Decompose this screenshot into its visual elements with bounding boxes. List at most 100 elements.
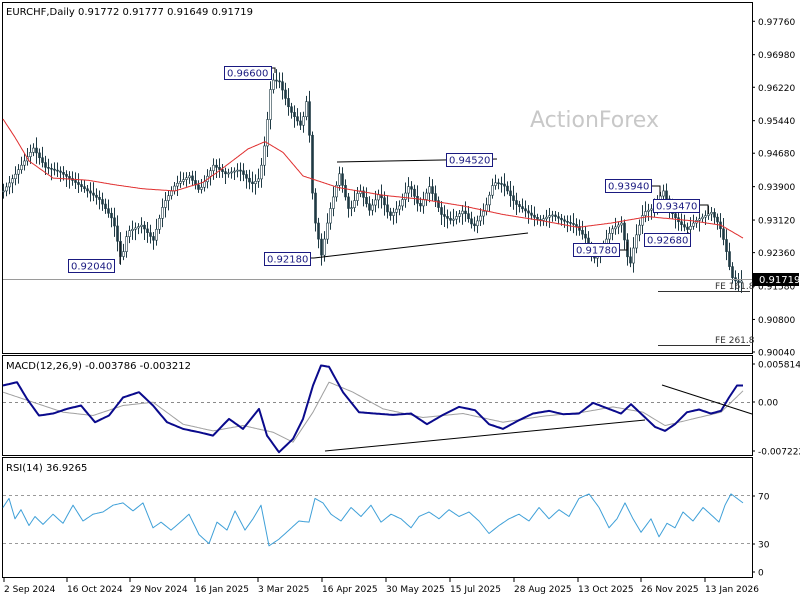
candle-body xyxy=(2,190,5,193)
candle-body xyxy=(422,199,425,207)
candle-body xyxy=(320,238,323,256)
candle-body xyxy=(500,183,503,185)
candle-body xyxy=(98,197,101,200)
candle-body xyxy=(608,233,611,240)
candle-body xyxy=(95,194,98,198)
rsi-axis-label: 30 xyxy=(758,541,770,551)
symbol-header: EURCHF,Daily 0.91772 0.91777 0.91649 0.9… xyxy=(6,7,253,18)
candle-body xyxy=(134,227,137,230)
rsi-panel-frame xyxy=(2,457,753,578)
candle-body xyxy=(407,186,410,194)
candle-body xyxy=(611,228,614,234)
candle-body xyxy=(470,218,473,225)
candle-body xyxy=(230,171,233,174)
candle-body xyxy=(533,214,536,218)
candle-body xyxy=(512,195,515,201)
candle-body xyxy=(731,266,734,278)
candle-body xyxy=(416,195,419,204)
candle-body xyxy=(713,212,716,218)
level-label-box xyxy=(644,233,691,247)
candle-body xyxy=(449,218,452,221)
candle-body xyxy=(350,207,353,209)
macd-axis-label: -0.007222 xyxy=(758,448,800,458)
candle-body xyxy=(440,207,443,215)
macd-signal-line xyxy=(2,381,744,443)
price-axis-label: 0.95440 xyxy=(758,117,795,127)
candle-body xyxy=(308,101,311,136)
candle-body xyxy=(323,238,326,256)
candle-body xyxy=(74,180,77,183)
candle-body xyxy=(104,203,107,209)
candle-body xyxy=(77,182,80,185)
candle-body xyxy=(560,217,563,221)
candle-body xyxy=(536,217,539,220)
candle-body xyxy=(686,226,689,230)
candle-body xyxy=(632,247,635,264)
candle-body xyxy=(92,192,95,196)
x-axis-label: 16 Jan 2025 xyxy=(195,585,249,595)
candle-body xyxy=(341,173,344,186)
candle-body xyxy=(362,190,365,198)
candle-body xyxy=(17,169,20,175)
moving-average-line xyxy=(2,118,744,239)
candle-body xyxy=(722,228,725,240)
candle-body xyxy=(638,224,641,236)
candle-body xyxy=(413,188,416,197)
candle-body xyxy=(305,101,308,117)
candle-body xyxy=(173,185,176,192)
candle-body xyxy=(200,186,203,190)
candle-body xyxy=(557,216,560,219)
candle-body xyxy=(545,216,548,220)
candle-body xyxy=(566,220,569,223)
current-price-box xyxy=(753,273,799,286)
candle-body xyxy=(329,208,332,224)
price-axis-label: 0.93120 xyxy=(758,217,795,227)
candle-body xyxy=(179,181,182,184)
candle-body xyxy=(368,203,371,211)
candle-body xyxy=(47,167,50,169)
candle-body xyxy=(476,220,479,227)
candle-body xyxy=(314,192,317,224)
price-panel-frame xyxy=(2,2,753,354)
rsi-axis-label: 70 xyxy=(758,493,770,503)
candle-body xyxy=(338,173,341,186)
candle-body xyxy=(239,169,242,172)
candle-body xyxy=(212,164,215,172)
level-label: 0.93470 xyxy=(656,202,697,213)
candle-body xyxy=(377,194,380,201)
candle-body xyxy=(728,251,731,267)
level-label: 0.92680 xyxy=(647,236,688,247)
candle-body xyxy=(299,120,302,126)
candle-body xyxy=(164,200,167,208)
price-axis-label: 0.97760 xyxy=(758,18,795,28)
candle-body xyxy=(281,81,284,91)
candle-body xyxy=(113,217,116,227)
candle-body xyxy=(530,212,533,216)
candle-body xyxy=(410,186,413,190)
candle-body xyxy=(137,226,140,229)
candle-body xyxy=(287,98,290,108)
candle-body xyxy=(41,157,44,163)
price-axis-label: 0.91580 xyxy=(758,283,795,293)
candle-body xyxy=(572,223,575,225)
candle-body xyxy=(371,204,374,211)
candle-body xyxy=(491,185,494,196)
level-label-box xyxy=(446,153,493,167)
level-label: 0.92180 xyxy=(267,255,308,266)
macd-axis-label: 0.00 xyxy=(758,399,778,409)
candle-body xyxy=(494,182,497,186)
candle-body xyxy=(548,215,551,218)
candle-body xyxy=(575,224,578,227)
level-label-box xyxy=(573,243,620,257)
candle-body xyxy=(419,203,422,207)
candle-body xyxy=(527,210,530,214)
candle-body xyxy=(725,239,728,252)
candle-body xyxy=(452,218,455,221)
candle-body xyxy=(740,280,743,283)
candle-body xyxy=(272,79,275,90)
candle-body xyxy=(551,214,554,217)
x-axis-label: 3 Mar 2025 xyxy=(258,585,309,595)
candle-body xyxy=(296,116,299,122)
candle-body xyxy=(509,190,512,197)
candle-body xyxy=(467,213,470,220)
